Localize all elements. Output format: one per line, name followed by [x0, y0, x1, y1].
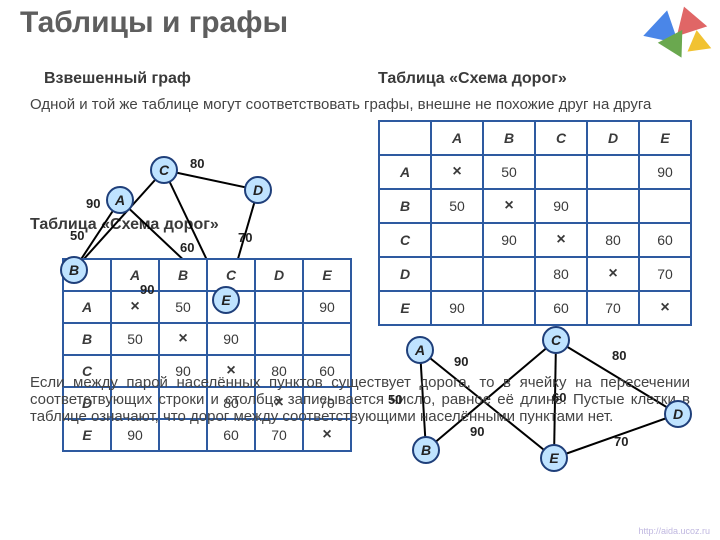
graph-node-c: C: [150, 156, 178, 184]
table-cell: [303, 323, 351, 355]
table-cell: 90: [535, 189, 587, 223]
table-cell: 90: [431, 291, 483, 325]
edge-weight-label: 90: [140, 282, 154, 297]
table-header: C: [535, 121, 587, 155]
edge-weight-label: 90: [470, 424, 484, 439]
edge-weight-label: 80: [190, 156, 204, 171]
table-cell: 90: [303, 291, 351, 323]
table-cell: ×: [483, 189, 535, 223]
table-cell: ×: [587, 257, 639, 291]
edge-weight-label: 80: [612, 348, 626, 363]
table-row-header: A: [379, 155, 431, 189]
graph-node-e: E: [540, 444, 568, 472]
table-cell: 50: [111, 323, 159, 355]
table-row-header: E: [379, 291, 431, 325]
edge-weight-label: 90: [454, 354, 468, 369]
table-cell: 60: [639, 223, 691, 257]
graph-node-c: C: [542, 326, 570, 354]
graph-node-a: A: [106, 186, 134, 214]
table-cell: 70: [639, 257, 691, 291]
edge-weight-label: 70: [238, 230, 252, 245]
table-header: B: [483, 121, 535, 155]
table-cell: [587, 155, 639, 189]
table-header: A: [431, 121, 483, 155]
table-cell: 80: [535, 257, 587, 291]
graph-node-b: B: [412, 436, 440, 464]
table-row-header: B: [63, 323, 111, 355]
table-cell: [483, 291, 535, 325]
table-cell: [483, 257, 535, 291]
table-cell: [535, 155, 587, 189]
table-cell: 90: [483, 223, 535, 257]
table-cell: 80: [587, 223, 639, 257]
table-cell: 70: [587, 291, 639, 325]
table-cell: [639, 189, 691, 223]
table-header: [379, 121, 431, 155]
table-cell: ×: [535, 223, 587, 257]
graph-node-d: D: [244, 176, 272, 204]
table-row-header: C: [379, 223, 431, 257]
table-cell: 50: [159, 291, 207, 323]
table-cell: ×: [639, 291, 691, 325]
table-cell: 90: [639, 155, 691, 189]
table-cell: [255, 323, 303, 355]
graph-node-d: D: [664, 400, 692, 428]
table-cell: 60: [535, 291, 587, 325]
table-row-header: D: [379, 257, 431, 291]
graph-node-e: E: [212, 286, 240, 314]
table-cell: 50: [431, 189, 483, 223]
table-cell: ×: [431, 155, 483, 189]
footer-url: http://aida.ucoz.ru: [638, 526, 710, 536]
edge-weight-label: 70: [614, 434, 628, 449]
table-row-header: A: [63, 291, 111, 323]
table-row-header: B: [379, 189, 431, 223]
table-header: E: [303, 259, 351, 291]
edge-weight-label: 50: [70, 228, 84, 243]
table-header: D: [255, 259, 303, 291]
graph-node-a: A: [406, 336, 434, 364]
edge-weight-label: 60: [180, 240, 194, 255]
edge-weight-label: 50: [388, 392, 402, 407]
edge-weight-label: 60: [552, 390, 566, 405]
table-cell: 90: [207, 323, 255, 355]
paragraph-explain: Если между парой населённых пунктов суще…: [30, 374, 690, 425]
table-cell: ×: [159, 323, 207, 355]
table-cell: [255, 291, 303, 323]
table-cell: 50: [483, 155, 535, 189]
table-cell: [431, 257, 483, 291]
table-cell: [587, 189, 639, 223]
table-header: E: [639, 121, 691, 155]
table-header: D: [587, 121, 639, 155]
edge-weight-label: 90: [86, 196, 100, 211]
table-cell: [431, 223, 483, 257]
roads-table-right: ABCDEA×5090B50×90C90×8060D80×70E906070×: [378, 120, 692, 326]
table-header: B: [159, 259, 207, 291]
graph-node-b: B: [60, 256, 88, 284]
